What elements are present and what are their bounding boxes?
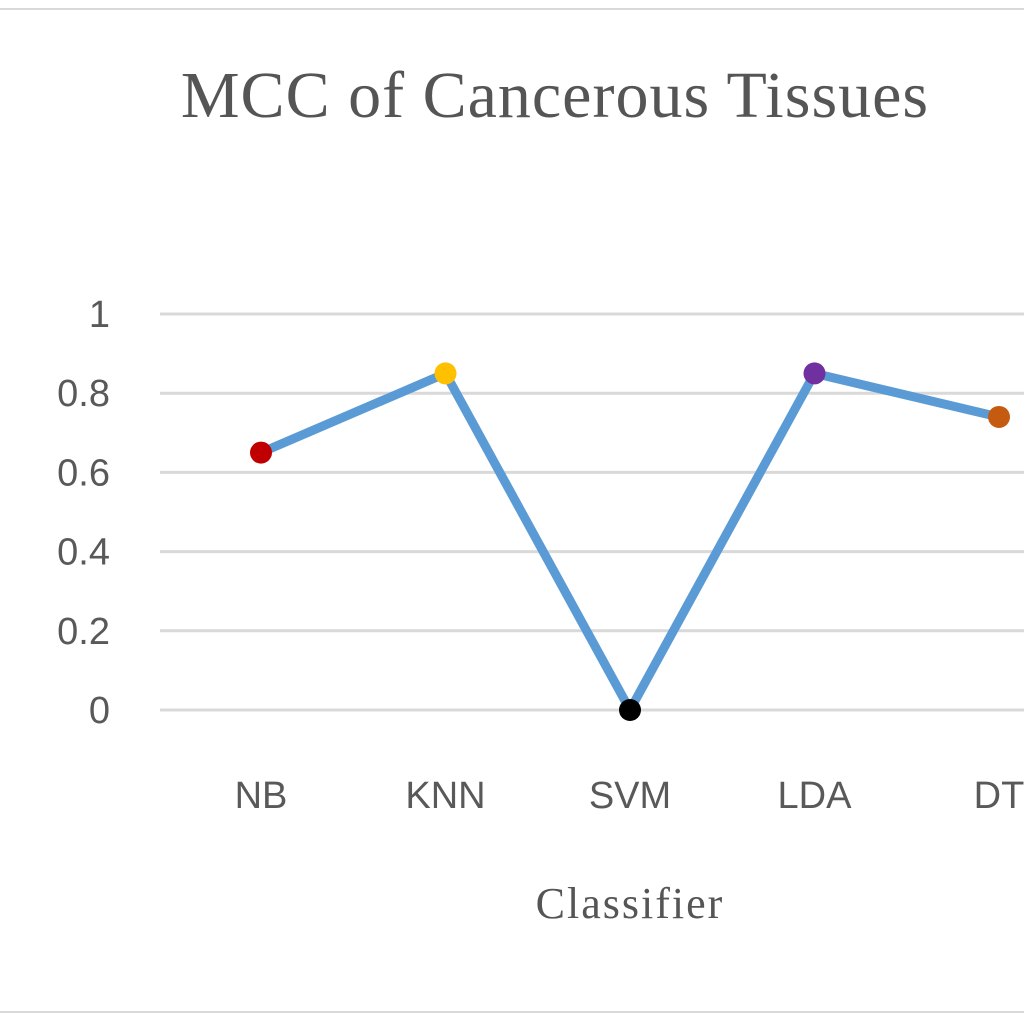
data-point-knn xyxy=(434,362,457,385)
x-axis-title: Classifier xyxy=(535,879,725,928)
y-tick-label: 0.6 xyxy=(57,452,110,494)
y-axis-ticks: 0 0.2 0.4 0.6 0.8 1 xyxy=(57,294,110,732)
x-axis-ticks: NB KNN SVM LDA DT xyxy=(235,775,1024,817)
y-tick-label: 0 xyxy=(89,690,110,732)
data-point-svm xyxy=(619,699,641,721)
series xyxy=(250,362,1010,721)
y-tick-label: 0.8 xyxy=(57,373,110,415)
data-point-dt xyxy=(988,405,1010,428)
y-tick-label: 1 xyxy=(89,294,110,336)
data-point-lda xyxy=(803,362,826,385)
x-tick-label: DT xyxy=(974,775,1024,817)
x-tick-label: LDA xyxy=(778,775,853,817)
x-tick-label: SVM xyxy=(589,775,671,817)
chart-border-bottom xyxy=(0,1011,1024,1013)
data-point-nb xyxy=(250,441,272,464)
chart-title: MCC of Cancerous Tissues xyxy=(180,59,930,132)
gridlines xyxy=(160,312,1024,712)
y-tick-label: 0.2 xyxy=(57,611,110,653)
x-tick-label: NB xyxy=(235,775,288,817)
series-line xyxy=(256,368,1004,715)
y-tick-label: 0.4 xyxy=(57,532,110,574)
chart-border-top xyxy=(0,8,1024,10)
x-tick-label: KNN xyxy=(405,775,485,817)
